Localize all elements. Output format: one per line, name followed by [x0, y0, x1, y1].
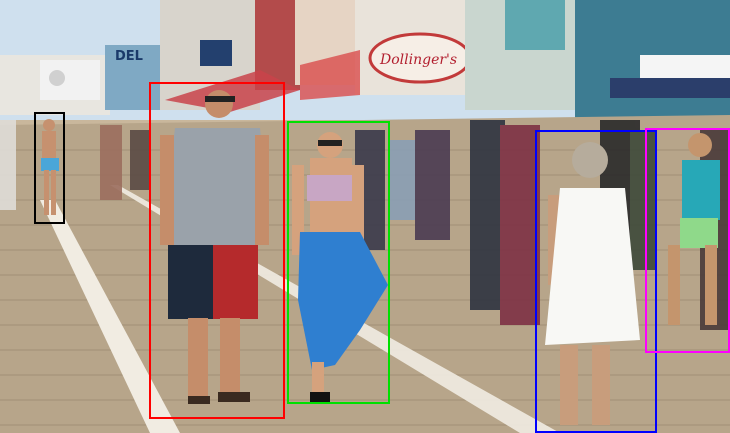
- bbox-person-distant-blue-shorts: [34, 112, 65, 224]
- bbox-person-woman-teal-top: [645, 128, 730, 353]
- left-sign-text: DEL: [115, 49, 143, 64]
- bbox-person-woman-white-dress: [535, 130, 657, 433]
- bbox-person-man-gray-shirt: [149, 82, 285, 419]
- store-sign-text: Dollinger's: [379, 52, 457, 68]
- bbox-person-woman-blue-sarong: [287, 121, 390, 404]
